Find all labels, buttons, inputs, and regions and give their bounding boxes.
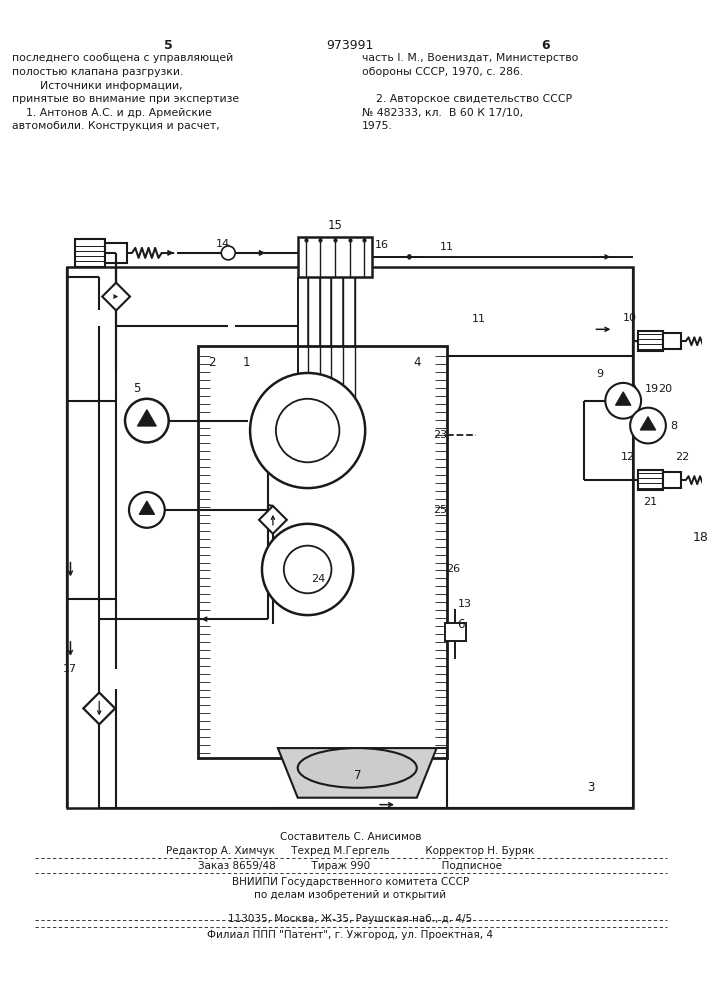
Circle shape [605,383,641,419]
Bar [663,472,681,488]
Text: 15: 15 [327,219,342,232]
Circle shape [262,524,354,615]
Bar [199,346,447,758]
Text: 9: 9 [596,369,603,379]
Text: 14: 14 [216,239,230,249]
Text: 13: 13 [457,599,472,609]
Circle shape [129,492,165,528]
Polygon shape [83,693,115,724]
Bar [105,243,127,263]
Polygon shape [139,501,155,514]
Text: Филиал ППП "Патент", г. Ужгород, ул. Проектная, 4: Филиал ППП "Патент", г. Ужгород, ул. Про… [207,930,493,940]
Circle shape [250,373,366,488]
Text: Заказ 8659/48           Тираж 990                      Подписное: Заказ 8659/48 Тираж 990 Подписное [198,861,502,871]
Circle shape [276,399,339,462]
Text: Составитель С. Анисимов: Составитель С. Анисимов [279,832,421,842]
Text: 6: 6 [542,39,550,52]
Polygon shape [103,283,130,310]
Text: 7: 7 [354,769,361,782]
Bar [445,623,467,641]
Text: 3: 3 [587,781,594,794]
Text: 5: 5 [164,39,173,52]
Polygon shape [259,506,287,534]
Text: последнего сообщена с управляющей
полостью клапана разгрузки.
        Источники : последнего сообщена с управляющей полост… [12,53,239,131]
Polygon shape [278,748,437,798]
Text: 25: 25 [433,505,447,515]
Circle shape [125,399,169,442]
Bar [67,267,633,808]
Text: 20: 20 [658,384,672,394]
Text: 18: 18 [693,531,707,544]
Text: 22: 22 [676,452,690,462]
Text: 23: 23 [433,430,447,440]
Polygon shape [616,392,631,405]
Text: 8: 8 [670,421,677,431]
Text: 17: 17 [64,664,77,674]
Polygon shape [641,417,656,430]
Text: 21: 21 [643,497,658,507]
Circle shape [630,408,666,443]
Text: 1: 1 [243,356,250,369]
Bar [638,470,663,490]
Text: 973991: 973991 [327,39,374,52]
Bar [638,331,663,351]
Bar [663,333,681,349]
Text: 2: 2 [209,356,216,369]
Text: Редактор А. Химчук     Техред М.Гергель           Корректор Н. Буряк: Редактор А. Химчук Техред М.Гергель Корр… [166,846,534,856]
Text: 26: 26 [447,564,461,574]
Ellipse shape [298,748,417,788]
Text: 4: 4 [413,356,421,369]
Text: 113035, Москва, Ж-35, Раушская наб., д. 4/5: 113035, Москва, Ж-35, Раушская наб., д. … [228,914,472,924]
Text: ВНИИПИ Государственного комитета СССР: ВНИИПИ Государственного комитета СССР [232,877,469,887]
Bar [76,239,105,267]
Text: 19: 19 [645,384,659,394]
Text: 24: 24 [312,574,326,584]
Polygon shape [137,410,156,426]
Text: 6: 6 [457,618,465,631]
Text: 10: 10 [623,313,637,323]
Text: 16: 16 [375,240,389,250]
Bar [298,237,372,277]
Text: 12: 12 [621,452,635,462]
Text: 11: 11 [440,242,454,252]
Circle shape [284,546,332,593]
Text: по делам изобретений и открытий: по делам изобретений и открытий [255,890,446,900]
Text: 11: 11 [472,314,486,324]
Text: 5: 5 [133,382,141,395]
Text: часть I. М., Воениздат, Министерство
обороны СССР, 1970, с. 286.

    2. Авторск: часть I. М., Воениздат, Министерство обо… [362,53,578,131]
Circle shape [221,246,235,260]
